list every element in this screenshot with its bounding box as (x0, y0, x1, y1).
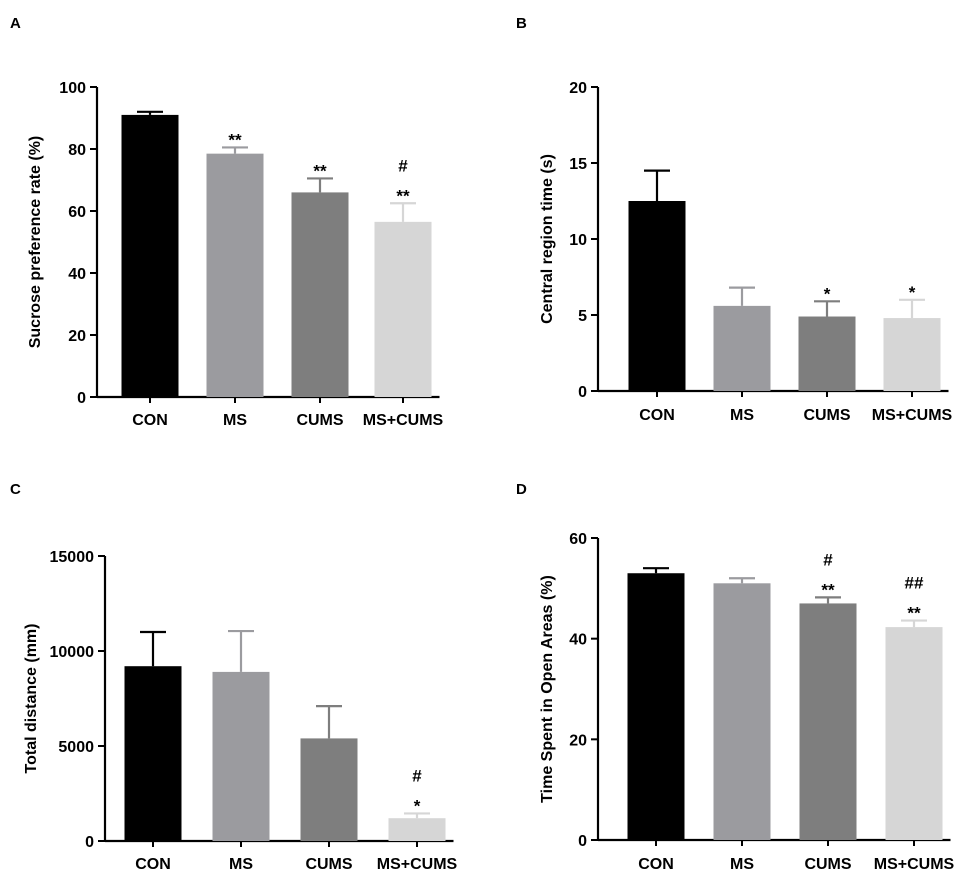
bar-con (121, 114, 179, 398)
significance-mark: ** (228, 130, 242, 149)
y-tick-label: 20 (569, 80, 587, 97)
significance-mark: * (909, 283, 916, 302)
x-tick-label: MS (730, 407, 754, 424)
panel-label: D (516, 481, 527, 498)
y-axis-label: Time Spent in Open Areas (%) (539, 575, 556, 803)
bar-ms (713, 305, 771, 391)
bar-cums (799, 603, 857, 840)
bar-cums (300, 738, 358, 841)
y-tick-label: 5000 (58, 739, 94, 756)
y-tick-label: 20 (68, 328, 86, 345)
y-axis-label: Sucrose preference rate (%) (27, 136, 44, 349)
y-tick-label: 15000 (50, 549, 95, 566)
y-tick-label: 15 (569, 156, 587, 173)
x-tick-label: MS+CUMS (363, 412, 444, 429)
y-tick-label: 0 (77, 390, 86, 407)
x-tick-label: CUMS (296, 412, 343, 429)
bar-ms-cums (885, 627, 943, 840)
chart-panel-b: B Central region time (s) 0 5 10 15 20 CON MS CUM… (516, 15, 953, 424)
bar-ms-cums (388, 818, 446, 841)
y-tick-label: 10 (569, 232, 587, 249)
y-tick-label: 5 (578, 308, 587, 325)
significance-mark: * (414, 796, 421, 815)
x-tick-label: MS+CUMS (377, 856, 458, 873)
significance-mark: # (412, 766, 422, 785)
y-tick-label: 0 (578, 384, 587, 401)
x-tick-label: MS (229, 856, 253, 873)
bar-ms (212, 671, 270, 841)
bar-con (627, 573, 685, 840)
x-tick-label: MS (730, 856, 754, 873)
x-tick-label: MS (223, 412, 247, 429)
significance-mark: * (824, 284, 831, 303)
significance-mark: ** (396, 186, 410, 205)
x-tick-label: MS+CUMS (872, 407, 953, 424)
bar-ms (713, 583, 771, 840)
y-tick-label: 0 (85, 834, 94, 851)
significance-mark: ** (907, 604, 921, 623)
y-axis-label: Total distance (mm) (23, 624, 40, 774)
x-tick-label: CON (132, 412, 168, 429)
y-tick-label: 60 (68, 204, 86, 221)
chart-panel-a: A Sucrose preference rate (%) 0 20 40 60 80 100… (10, 15, 444, 429)
x-tick-label: CON (135, 856, 171, 873)
bar-cums (291, 192, 349, 397)
y-tick-label: 0 (578, 833, 587, 850)
bar-cums (798, 316, 856, 391)
bar-con (628, 201, 686, 391)
x-tick-label: CUMS (803, 407, 850, 424)
y-axis-label: Central region time (s) (539, 154, 556, 324)
bar-ms (206, 153, 264, 397)
significance-mark: # (398, 156, 408, 175)
y-tick-label: 100 (59, 80, 86, 97)
panel-label: A (10, 15, 21, 32)
x-tick-label: CUMS (804, 856, 851, 873)
bar-ms-cums (374, 221, 432, 397)
y-tick-label: 40 (569, 632, 587, 649)
bar-ms-cums (883, 318, 941, 391)
y-tick-label: 10000 (50, 644, 95, 661)
bar-con (124, 666, 182, 841)
panel-label: C (10, 481, 21, 498)
y-tick-label: 60 (569, 531, 587, 548)
significance-mark: ** (821, 580, 835, 599)
x-tick-label: CON (639, 407, 675, 424)
significance-mark: # (823, 550, 833, 569)
chart-panel-c: C Total distance (mm) 0 5000 10000 15000 CON MS… (10, 481, 458, 873)
y-tick-label: 80 (68, 142, 86, 159)
significance-mark: ** (313, 161, 327, 180)
significance-mark: ## (905, 574, 924, 593)
chart-panel-d: D Time Spent in Open Areas (%) 0 20 40 60 CON M… (516, 481, 955, 873)
y-tick-label: 40 (68, 266, 86, 283)
x-tick-label: CUMS (305, 856, 352, 873)
x-tick-label: MS+CUMS (874, 856, 955, 873)
x-tick-label: CON (638, 856, 674, 873)
panel-label: B (516, 15, 527, 32)
y-tick-label: 20 (569, 732, 587, 749)
